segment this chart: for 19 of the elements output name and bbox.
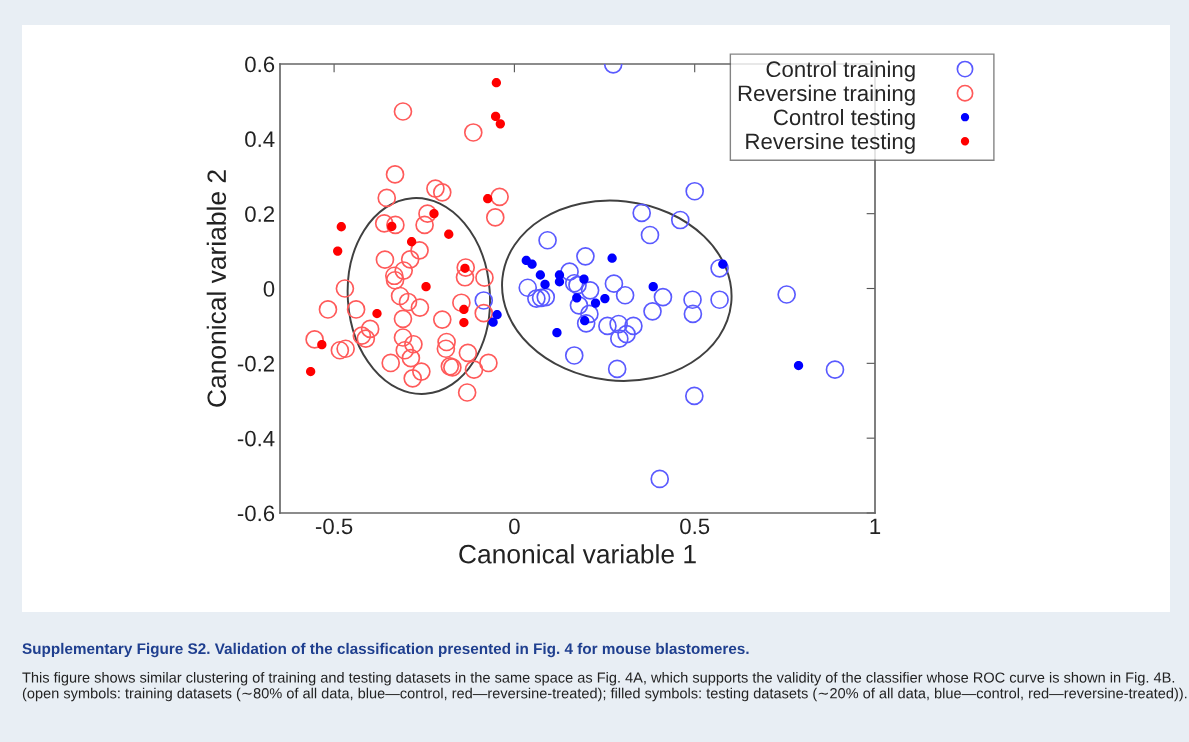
- legend-label: Control testing: [773, 108, 915, 130]
- x-tick-label: 1: [870, 518, 881, 534]
- legend-label: Control training: [766, 60, 915, 82]
- y-tick-label: 0: [263, 281, 275, 297]
- y-tick-label: -0.6: [237, 505, 275, 522]
- x-tick-label: 0: [509, 518, 520, 535]
- text: This figure shows similar clustering of training and testing datasets in the same space as Fig. 4A, which supports the validity of the classifier whose ROC curve is shown in Fig. 4B. (open symbols: training datasets (∼80% of all data, blue—control, red—reversine-treated); filled symbols: testing datasets (∼20% of all data, blue—control, red—reversine-treated)).: [22, 672, 1187, 702]
- y-tick-label: 0.4: [245, 131, 275, 148]
- text: Supplementary Figure S2. Validation of the classification presented in Fig. 4 for mouse blastomeres.: [22, 642, 749, 658]
- y-tick-label: 0.6: [245, 56, 275, 73]
- y-tick-label: -0.2: [237, 355, 275, 372]
- y-tick-label: -0.4: [237, 430, 275, 447]
- y-axis-title: Canonical variable 2: [206, 170, 227, 407]
- x-axis-title: Canonical variable 1: [459, 544, 696, 564]
- legend-label: Reversine testing: [746, 132, 915, 154]
- x-tick-label: -0.5: [315, 518, 353, 535]
- y-tick-label: 0.2: [245, 206, 275, 222]
- x-tick-label: 0.5: [680, 518, 710, 535]
- legend-label: Reversine training: [738, 84, 915, 106]
